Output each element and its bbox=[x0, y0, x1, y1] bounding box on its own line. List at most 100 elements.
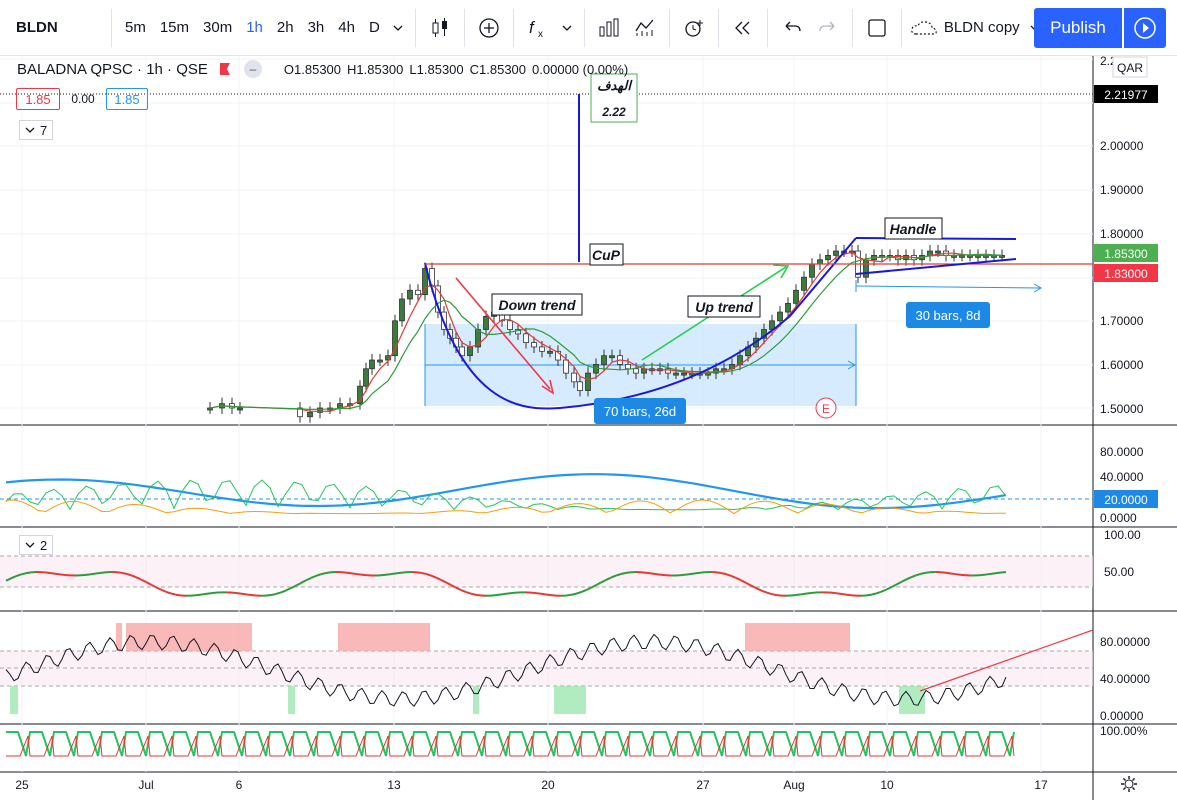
ohlc-change: 0.00000 (0.00%) bbox=[532, 61, 629, 77]
price-tick-210: 2.00000 bbox=[1100, 139, 1144, 153]
ohlc-values: O1.85300 H1.85300 L1.85300 C1.85300 0.00000 … bbox=[284, 62, 634, 77]
oscillator-pane-4[interactable]: 100.00% bbox=[6, 724, 1148, 757]
ohlc-high: H1.85300 bbox=[347, 61, 404, 77]
oscillator-pane-3[interactable]: 80.00000 40.00000 0.00000 bbox=[0, 623, 1150, 723]
target-label-box[interactable]: الهدف 2.22 bbox=[590, 73, 638, 123]
osc1-blue-line bbox=[5, 473, 1007, 510]
axis-settings-gear-icon[interactable] bbox=[1121, 776, 1137, 792]
templates-icon[interactable] bbox=[627, 9, 663, 47]
cup-label-text: CuP bbox=[592, 247, 621, 263]
redo-icon[interactable] bbox=[810, 9, 846, 47]
interval-list: 5m 15m 30m 1h 2h 3h 4h D bbox=[118, 9, 409, 47]
time-label-aug: Aug bbox=[783, 778, 804, 792]
time-label-27: 27 bbox=[696, 778, 710, 792]
publish-button[interactable]: Publish bbox=[1034, 8, 1122, 48]
cup-range-label-text: 70 bars, 26d bbox=[604, 404, 676, 419]
osc4-red-line bbox=[6, 735, 1015, 757]
target-price-label: 2.21977 bbox=[1104, 88, 1148, 102]
up-trend-label-text: Up trend bbox=[695, 299, 753, 315]
osc1-tick-40: 40.0000 bbox=[1100, 470, 1144, 484]
osc3-black-line bbox=[5, 633, 1007, 707]
oscillator-pane-1[interactable]: 80.0000 40.0000 20.0000 0.0000 bbox=[0, 445, 1158, 525]
chart-canvas[interactable]: الهدف 2.22 CuP Handle Down trend Up tren… bbox=[0, 56, 1177, 800]
candles-chart-type-icon[interactable] bbox=[422, 9, 458, 47]
cup-range-label[interactable]: 70 bars, 26d bbox=[594, 398, 686, 424]
interval-1h[interactable]: 1h bbox=[246, 19, 263, 36]
symbol-legend: BALADNA QPSC · 1h · QSE – O1.85300 H1.853… bbox=[17, 60, 634, 78]
time-label-jul: Jul bbox=[138, 778, 153, 792]
svg-text:f: f bbox=[529, 18, 536, 37]
play-icon[interactable] bbox=[1124, 8, 1166, 48]
cup-label-box[interactable]: CuP bbox=[589, 243, 624, 266]
interval-chevron-down-icon[interactable] bbox=[387, 9, 409, 47]
rim-price-label: 1.83000 bbox=[1104, 267, 1148, 281]
interval-15m[interactable]: 15m bbox=[159, 19, 190, 36]
interval-30m[interactable]: 30m bbox=[203, 19, 233, 36]
layout-name-button[interactable]: BLDN copy bbox=[943, 19, 1020, 36]
osc1-orange-line bbox=[5, 499, 1006, 515]
hide-legend-icon[interactable]: – bbox=[243, 60, 262, 78]
time-axis[interactable]: 25 Jul 6 13 20 27 Aug 10 17 bbox=[15, 778, 1048, 792]
time-label-17: 17 bbox=[1034, 778, 1048, 792]
indicators-collapse-button[interactable]: 7 bbox=[19, 120, 54, 140]
last-price-label: 1.85300 bbox=[1104, 247, 1148, 261]
osc4-tick-100: 100.00% bbox=[1100, 724, 1148, 738]
interval-4h[interactable]: 4h bbox=[338, 19, 355, 36]
osc1-tick-80: 80.0000 bbox=[1100, 445, 1144, 459]
osc2-tick-100: 100.00 bbox=[1104, 528, 1141, 542]
ohlc-close: C1.85300 bbox=[469, 61, 527, 77]
ma-green-line bbox=[209, 253, 1003, 411]
indicators-count: 7 bbox=[40, 122, 48, 138]
flag-icon[interactable] bbox=[219, 63, 230, 75]
handle-range-arrow bbox=[855, 285, 1041, 289]
cloud-layout-icon[interactable] bbox=[908, 9, 940, 47]
financials-bar-icon[interactable] bbox=[591, 9, 627, 47]
interval-2h[interactable]: 2h bbox=[276, 19, 294, 36]
interval-5m[interactable]: 5m bbox=[125, 19, 146, 36]
up-trend-arrowhead bbox=[772, 264, 790, 279]
ohlc-open: O1.85300 bbox=[283, 61, 342, 77]
replay-rewind-icon[interactable] bbox=[725, 9, 761, 47]
compare-add-icon[interactable] bbox=[471, 9, 507, 47]
interval-d[interactable]: D bbox=[368, 19, 380, 36]
fullscreen-square-icon[interactable] bbox=[859, 9, 895, 47]
symbol-title[interactable]: BALADNA QPSC · 1h · QSE bbox=[17, 60, 208, 78]
down-trend-label-text: Down trend bbox=[499, 297, 576, 313]
ohlc-low: L1.85300 bbox=[409, 61, 464, 77]
down-trend-label-box[interactable]: Down trend bbox=[491, 293, 583, 316]
handle-range-arrowhead bbox=[1033, 283, 1043, 293]
price-tick-190: 1.80000 bbox=[1100, 227, 1144, 241]
interval-3h[interactable]: 3h bbox=[307, 19, 325, 36]
sell-price-box[interactable]: 1.85 bbox=[16, 88, 60, 110]
oscillator-pane-2[interactable]: 100.00 50.00 bbox=[0, 528, 1141, 597]
symbol-search-button[interactable]: BLDN bbox=[0, 8, 112, 47]
earnings-marker[interactable]: E bbox=[815, 397, 837, 419]
handle-label-box[interactable]: Handle bbox=[884, 217, 943, 240]
price-tick-160: 1.60000 bbox=[1100, 358, 1144, 372]
time-label-13: 13 bbox=[387, 778, 401, 792]
svg-text:x: x bbox=[538, 29, 543, 39]
indicators-chevron-down-icon[interactable] bbox=[556, 9, 578, 47]
osc3-tick-80: 80.00000 bbox=[1100, 635, 1150, 649]
handle-label-text: Handle bbox=[890, 221, 937, 237]
price-tick-170: 1.70000 bbox=[1100, 314, 1144, 328]
down-trend-arrow bbox=[455, 277, 551, 390]
osc3-trend-line bbox=[919, 629, 1094, 692]
handle-range-label[interactable]: 30 bars, 8d bbox=[906, 302, 990, 328]
time-label-20: 20 bbox=[541, 778, 555, 792]
up-trend-label-box[interactable]: Up trend bbox=[687, 295, 761, 318]
price-axis[interactable]: 2.20000 2.00000 1.90000 1.80000 1.70000 … bbox=[1094, 56, 1158, 416]
alert-clock-icon[interactable] bbox=[676, 9, 712, 47]
undo-icon[interactable] bbox=[774, 9, 810, 47]
osc3-tick-0: 0.00000 bbox=[1100, 709, 1144, 723]
spread-value: 0.00 bbox=[71, 92, 95, 106]
osc2-line bbox=[5, 571, 1007, 597]
osc4-green-line bbox=[6, 731, 1015, 757]
ma-red-line bbox=[209, 251, 1002, 412]
pane2-collapse-button[interactable]: 2 bbox=[19, 535, 54, 555]
osc1-tick-0: 0.0000 bbox=[1100, 511, 1137, 525]
currency-label: QAR bbox=[1117, 61, 1143, 75]
buy-price-box[interactable]: 1.85 bbox=[106, 88, 148, 110]
